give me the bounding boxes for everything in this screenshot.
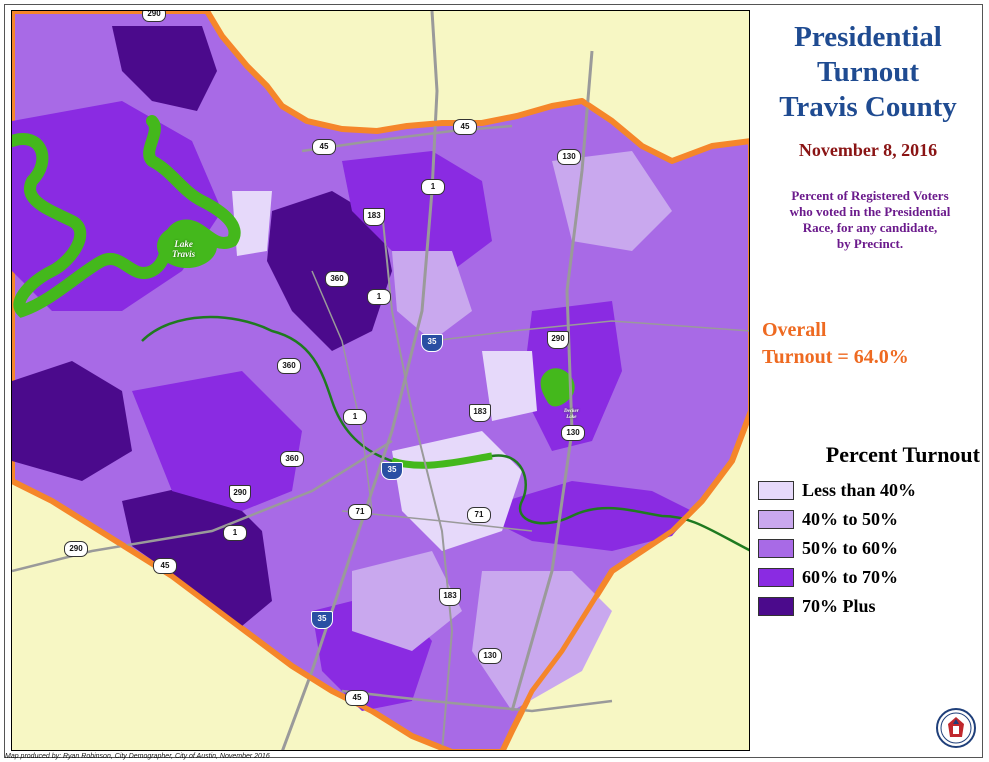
- map-title: Presidential Turnout Travis County: [752, 20, 984, 125]
- highway-marker: 45: [312, 139, 336, 155]
- highway-marker: 290: [64, 541, 88, 557]
- precinct-under40-east: [482, 351, 537, 421]
- page-frame: [4, 4, 983, 758]
- title-line-3: Travis County: [779, 91, 957, 123]
- decker-lake: [540, 368, 575, 407]
- description-line-2: who voted in the Presidential: [789, 204, 951, 219]
- precinct-60-southwest: [132, 371, 302, 511]
- highway-marker: 360: [280, 451, 304, 467]
- legend-swatch: [758, 568, 794, 587]
- legend-label: Less than 40%: [802, 480, 917, 500]
- highway-marker: 71: [467, 507, 491, 523]
- highway-marker: 45: [153, 558, 177, 574]
- description-line-3: Race, for any candidate,: [802, 220, 938, 235]
- decker-lake-label: Decker Lake: [564, 409, 579, 421]
- lake-travis-label-line1: Lake: [174, 239, 193, 249]
- legend-label: 60% to 70%: [802, 567, 898, 587]
- description-line-1: Percent of Registered Voters: [791, 188, 949, 203]
- decker-lake-label-line2: Lake: [566, 415, 577, 420]
- legend-item: 40% to 50%: [758, 505, 980, 534]
- highway-marker: 1: [421, 179, 445, 195]
- legend-swatch: [758, 597, 794, 616]
- lake-travis: [12, 115, 241, 318]
- legend: Percent Turnout Less than 40% 40% to 50%…: [758, 442, 980, 621]
- highway-marker: 35: [421, 334, 443, 352]
- precinct-70plus-nw: [112, 26, 217, 111]
- precinct-70plus-west: [12, 361, 132, 481]
- highway-marker: 1: [367, 289, 391, 305]
- overall-turnout-value: Turnout = 64.0%: [762, 346, 909, 368]
- highway-marker: 45: [453, 119, 477, 135]
- description-line-4: by Precinct.: [836, 236, 904, 251]
- highway-marker: 130: [557, 149, 581, 165]
- highway-marker: 130: [478, 648, 502, 664]
- overall-turnout: Overall Turnout = 64.0%: [762, 317, 972, 371]
- legend-item: Less than 40%: [758, 476, 980, 505]
- highway-marker: 290: [142, 11, 166, 22]
- legend-label: 40% to 50%: [802, 509, 898, 529]
- precinct-70plus-sw: [122, 481, 272, 626]
- highway-marker: 290: [229, 485, 251, 503]
- legend-item: 50% to 60%: [758, 534, 980, 563]
- highway-marker: 183: [363, 208, 385, 226]
- highway-marker: 183: [469, 404, 491, 422]
- legend-label: 50% to 60%: [802, 538, 898, 558]
- overall-turnout-label: Overall: [762, 319, 827, 341]
- decker-lake-label-line1: Decker: [564, 409, 579, 414]
- highway-marker: 130: [561, 425, 585, 441]
- precinct-60-north: [342, 151, 492, 271]
- lake-travis-body: [157, 224, 217, 268]
- map-credit: Map produced by: Ryan Robinson, City Dem…: [5, 753, 270, 760]
- highway-marker: 360: [325, 271, 349, 287]
- legend-swatch: [758, 539, 794, 558]
- election-date: November 8, 2016: [798, 140, 938, 160]
- highway-marker: 360: [277, 358, 301, 374]
- legend-title: Percent Turnout: [825, 442, 980, 467]
- county-boundary: [204, 11, 749, 164]
- title-line-1: Presidential: [794, 21, 942, 53]
- precinct-40-southeast: [472, 571, 612, 711]
- title-line-2: Turnout: [816, 56, 920, 88]
- lake-travis-label: Lake Travis: [172, 239, 195, 259]
- precinct-40-center: [392, 251, 472, 341]
- legend-swatch: [758, 510, 794, 529]
- highway-marker: 183: [439, 588, 461, 606]
- map-panel[interactable]: Lake Travis Decker Lake 290 45 45 1 183 …: [11, 10, 750, 751]
- highway-marker: 290: [547, 331, 569, 349]
- county-boundary-south: [12, 478, 453, 750]
- highway-marker: 35: [381, 462, 403, 480]
- precinct-60-southeast: [472, 481, 692, 551]
- road-network: [12, 11, 749, 750]
- county-boundary-southeast: [500, 410, 749, 750]
- city-seal-logo: [936, 708, 976, 748]
- legend-item: 60% to 70%: [758, 563, 980, 592]
- legend-label: 70% Plus: [802, 596, 876, 616]
- precinct-40-south: [352, 551, 462, 651]
- seal-icon: [940, 712, 972, 744]
- highway-marker: 35: [311, 611, 333, 629]
- highway-marker: 1: [223, 525, 247, 541]
- highway-marker: 71: [348, 504, 372, 520]
- map-description: Percent of Registered Voters who voted i…: [766, 188, 974, 252]
- precinct-under40-north: [232, 191, 272, 256]
- highway-marker: 45: [345, 690, 369, 706]
- lake-travis-label-line2: Travis: [172, 249, 196, 259]
- legend-panel: Presidential Turnout Travis County Novem…: [752, 10, 982, 754]
- legend-item: 70% Plus: [758, 592, 980, 621]
- highway-marker: 1: [343, 409, 367, 425]
- legend-swatch: [758, 481, 794, 500]
- turnout-map-svg: [12, 11, 749, 750]
